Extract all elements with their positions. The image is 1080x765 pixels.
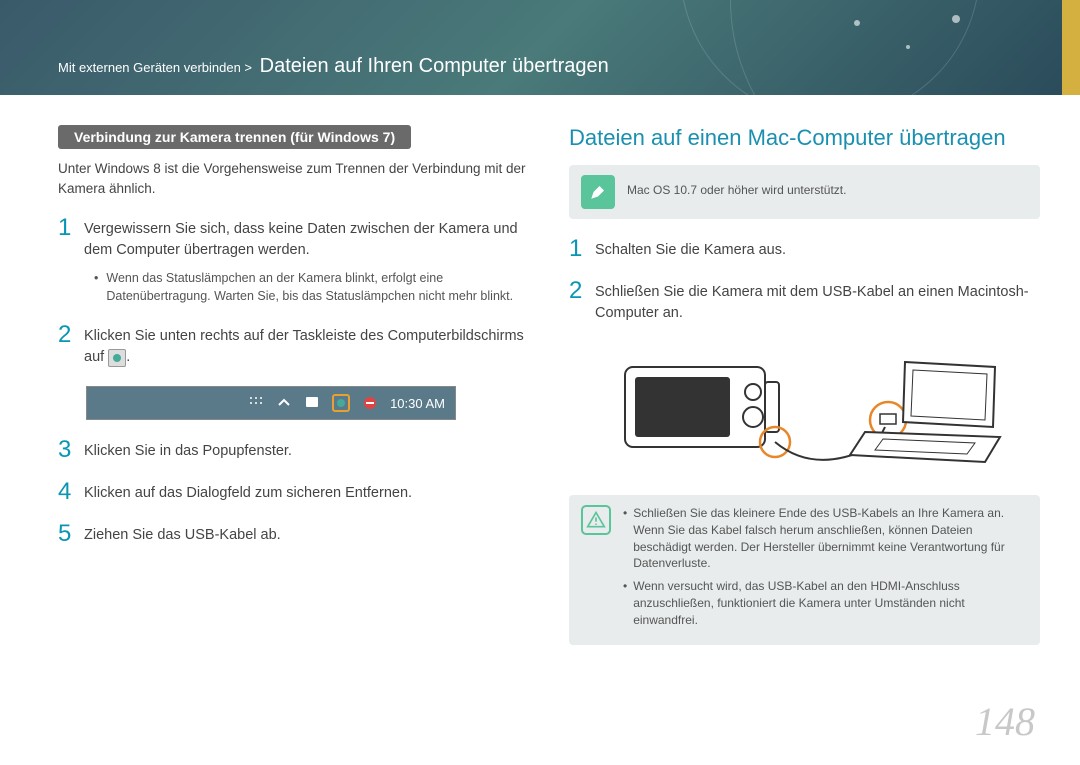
sub-bullet: • Wenn das Statuslämpchen an der Kamera … <box>94 269 529 305</box>
warning-box: •Schließen Sie das kleinere Ende des USB… <box>569 495 1040 645</box>
step-text: Vergewissern Sie sich, dass keine Daten … <box>84 221 518 258</box>
page-number: 148 <box>975 698 1035 745</box>
step-1: 1 Vergewissern Sie sich, dass keine Date… <box>58 216 529 305</box>
step-3: 3 Klicken Sie in das Popupfenster. <box>58 438 529 462</box>
connection-diagram <box>569 342 1040 477</box>
warning-icon <box>581 505 611 535</box>
step-2: 2 Klicken Sie unten rechts auf der Taskl… <box>58 323 529 368</box>
step-5: 5 Ziehen Sie das USB-Kabel ab. <box>58 522 529 546</box>
section-tab <box>1062 0 1080 95</box>
taskbar-clock: 10:30 AM <box>390 396 445 411</box>
step-number: 2 <box>58 323 74 368</box>
step-text: Schalten Sie die Kamera aus. <box>595 242 786 258</box>
step-number: 1 <box>569 237 585 261</box>
breadcrumb-prefix: Mit externen Geräten verbinden > <box>58 60 252 75</box>
eject-icon <box>108 349 126 367</box>
header-background <box>0 0 1080 95</box>
step-text: Klicken Sie in das Popupfenster. <box>84 443 292 459</box>
pen-icon <box>581 175 615 209</box>
step-text: Schließen Sie die Kamera mit dem USB-Kab… <box>595 284 1029 321</box>
step-number: 1 <box>58 216 74 305</box>
step-text: Ziehen Sie das USB-Kabel ab. <box>84 527 281 543</box>
subsection-pill: Verbindung zur Kamera trennen (für Windo… <box>58 125 411 149</box>
flag-icon <box>304 395 320 411</box>
breadcrumb: Mit externen Geräten verbinden > Dateien… <box>58 55 609 78</box>
step-text: Klicken Sie unten rechts auf der Tasklei… <box>84 328 524 365</box>
note-box: Mac OS 10.7 oder höher wird unterstützt. <box>569 165 1040 219</box>
page-title: Dateien auf Ihren Computer übertragen <box>260 55 609 77</box>
step-number: 5 <box>58 522 74 546</box>
section-heading: Dateien auf einen Mac-Computer übertrage… <box>569 125 1040 151</box>
warning-list: •Schließen Sie das kleinere Ende des USB… <box>623 505 1028 635</box>
eject-tray-icon <box>332 394 350 412</box>
step-r2: 2 Schließen Sie die Kamera mit dem USB-K… <box>569 279 1040 324</box>
left-column: Verbindung zur Kamera trennen (für Windo… <box>58 125 529 663</box>
step-number: 2 <box>569 279 585 324</box>
step-number: 4 <box>58 480 74 504</box>
tray-dots-icon <box>248 395 264 411</box>
step-r1: 1 Schalten Sie die Kamera aus. <box>569 237 1040 261</box>
intro-text: Unter Windows 8 ist die Vorgehensweise z… <box>58 159 529 198</box>
right-column: Dateien auf einen Mac-Computer übertrage… <box>569 125 1040 663</box>
taskbar-image: 10:30 AM <box>86 386 456 420</box>
chevron-up-icon <box>276 395 292 411</box>
step-number: 3 <box>58 438 74 462</box>
step-4: 4 Klicken auf das Dialogfeld zum sichere… <box>58 480 529 504</box>
step-text: Klicken auf das Dialogfeld zum sicheren … <box>84 485 412 501</box>
note-text: Mac OS 10.7 oder höher wird unterstützt. <box>627 175 846 197</box>
shield-icon <box>362 395 378 411</box>
